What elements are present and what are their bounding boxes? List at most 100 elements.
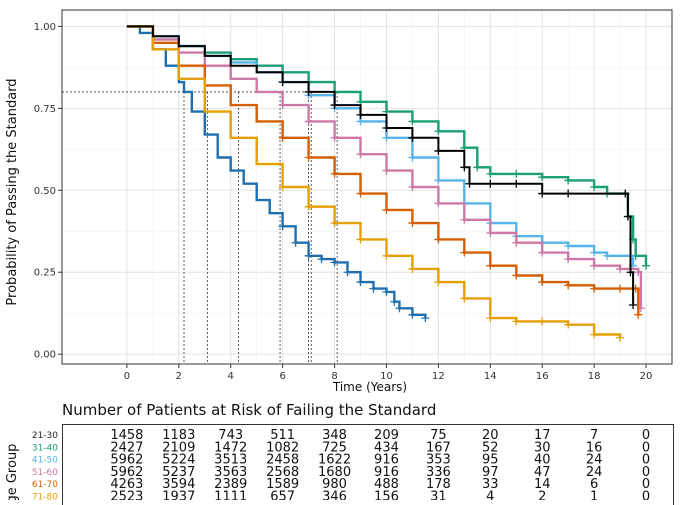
risk-cell: 916 (374, 465, 399, 480)
y-tick-label: 0.75 (34, 104, 56, 115)
censor-mark (390, 297, 399, 306)
censor-mark (538, 189, 547, 198)
censor-mark (330, 169, 339, 178)
risk-cell: 31 (430, 490, 447, 501)
censor-mark (408, 153, 417, 162)
risk-cell: 2523 (110, 490, 143, 501)
censor-mark (486, 261, 495, 270)
risk-cell: 0 (642, 465, 650, 480)
risk-cell: 3563 (214, 465, 247, 480)
censor-mark (421, 314, 430, 323)
x-tick-label: 2 (176, 371, 182, 382)
risk-cell: 30 (534, 440, 551, 455)
risk-cell: 24 (586, 453, 603, 468)
censor-mark (434, 146, 443, 155)
x-tick-label: 12 (432, 371, 445, 382)
risk-cell: 33 (482, 477, 499, 492)
censor-mark (304, 117, 313, 126)
censor-mark (369, 284, 378, 293)
y-tick-label: 1.00 (34, 22, 56, 33)
x-axis-label: Time (Years) (332, 380, 407, 394)
censor-mark (408, 264, 417, 273)
censor-mark (616, 264, 625, 273)
risk-row-label: 61-70 (32, 480, 58, 490)
censor-mark (330, 219, 339, 228)
x-tick-label: 14 (484, 371, 497, 382)
censor-mark (473, 163, 482, 172)
risk-cell: 167 (426, 440, 451, 455)
risk-cell: 4263 (110, 477, 143, 492)
risk-cell: 657 (270, 490, 295, 501)
censor-mark (590, 248, 599, 257)
censor-mark (590, 183, 599, 191)
risk-cell: 346 (322, 490, 347, 501)
censor-mark (460, 294, 469, 303)
censor-mark (278, 183, 287, 191)
censor-mark (356, 278, 365, 287)
risk-cell: 16 (586, 440, 603, 455)
risk-cell: 1458 (110, 428, 143, 443)
risk-cell: 2568 (266, 465, 299, 480)
censor-mark (486, 179, 495, 188)
censor-mark (278, 78, 287, 87)
censor-mark (634, 310, 643, 319)
risk-cell: 0 (642, 477, 650, 492)
risk-cell: 1082 (266, 440, 299, 455)
risk-cell: 743 (218, 428, 243, 443)
risk-table-ylabel: Age Group (5, 444, 20, 500)
risk-cell: 511 (270, 428, 295, 443)
censor-mark (460, 248, 469, 257)
risk-cell: 1472 (214, 440, 247, 455)
censor-mark (538, 278, 547, 287)
risk-cell: 17 (534, 428, 551, 443)
risk-cell: 40 (534, 453, 551, 468)
risk-cell: 5962 (110, 465, 143, 480)
censor-mark (304, 153, 313, 162)
censor-mark (408, 133, 417, 142)
risk-cell: 3513 (214, 453, 247, 468)
y-tick-label: 0.25 (34, 268, 56, 279)
censor-mark (465, 179, 474, 188)
risk-cell: 95 (482, 453, 499, 468)
risk-cell: 434 (374, 440, 399, 455)
censor-mark (382, 166, 391, 175)
censor-mark (434, 278, 443, 287)
censor-mark (460, 163, 469, 172)
risk-cell: 488 (374, 477, 399, 492)
censor-mark (626, 268, 635, 277)
censor-mark (538, 248, 547, 257)
censor-mark (408, 117, 417, 126)
x-tick-label: 18 (588, 371, 601, 382)
censor-mark (291, 238, 300, 247)
censor-mark (616, 284, 625, 293)
censor-mark (356, 189, 365, 198)
censor-mark (564, 255, 573, 264)
risk-cell: 156 (374, 490, 399, 501)
censor-mark (564, 242, 573, 250)
risk-cell: 2109 (162, 440, 195, 455)
risk-cell: 0 (642, 490, 650, 501)
risk-cell: 209 (374, 428, 399, 443)
censor-mark (512, 238, 521, 247)
risk-cell: 336 (426, 465, 451, 480)
y-axis-label: Probability of Passing the Standard (5, 78, 20, 305)
risk-cell: 1 (590, 490, 598, 501)
risk-cell: 2 (538, 490, 546, 501)
censor-mark (408, 183, 417, 191)
risk-cell: 178 (426, 477, 451, 492)
censor-mark (642, 261, 651, 270)
risk-cell: 5237 (162, 465, 195, 480)
risk-row-label: 71-80 (32, 493, 58, 501)
risk-cell: 20 (482, 428, 499, 443)
risk-cell: 0 (642, 428, 650, 443)
risk-cell: 1183 (162, 428, 195, 443)
censor-mark (330, 258, 339, 267)
censor-mark (512, 169, 521, 178)
censor-mark (623, 212, 632, 221)
risk-cell: 52 (482, 440, 499, 455)
risk-cell: 7 (590, 428, 598, 443)
censor-mark (382, 133, 391, 142)
risk-cell: 1111 (214, 490, 247, 501)
risk-row-label: 51-60 (32, 468, 58, 478)
